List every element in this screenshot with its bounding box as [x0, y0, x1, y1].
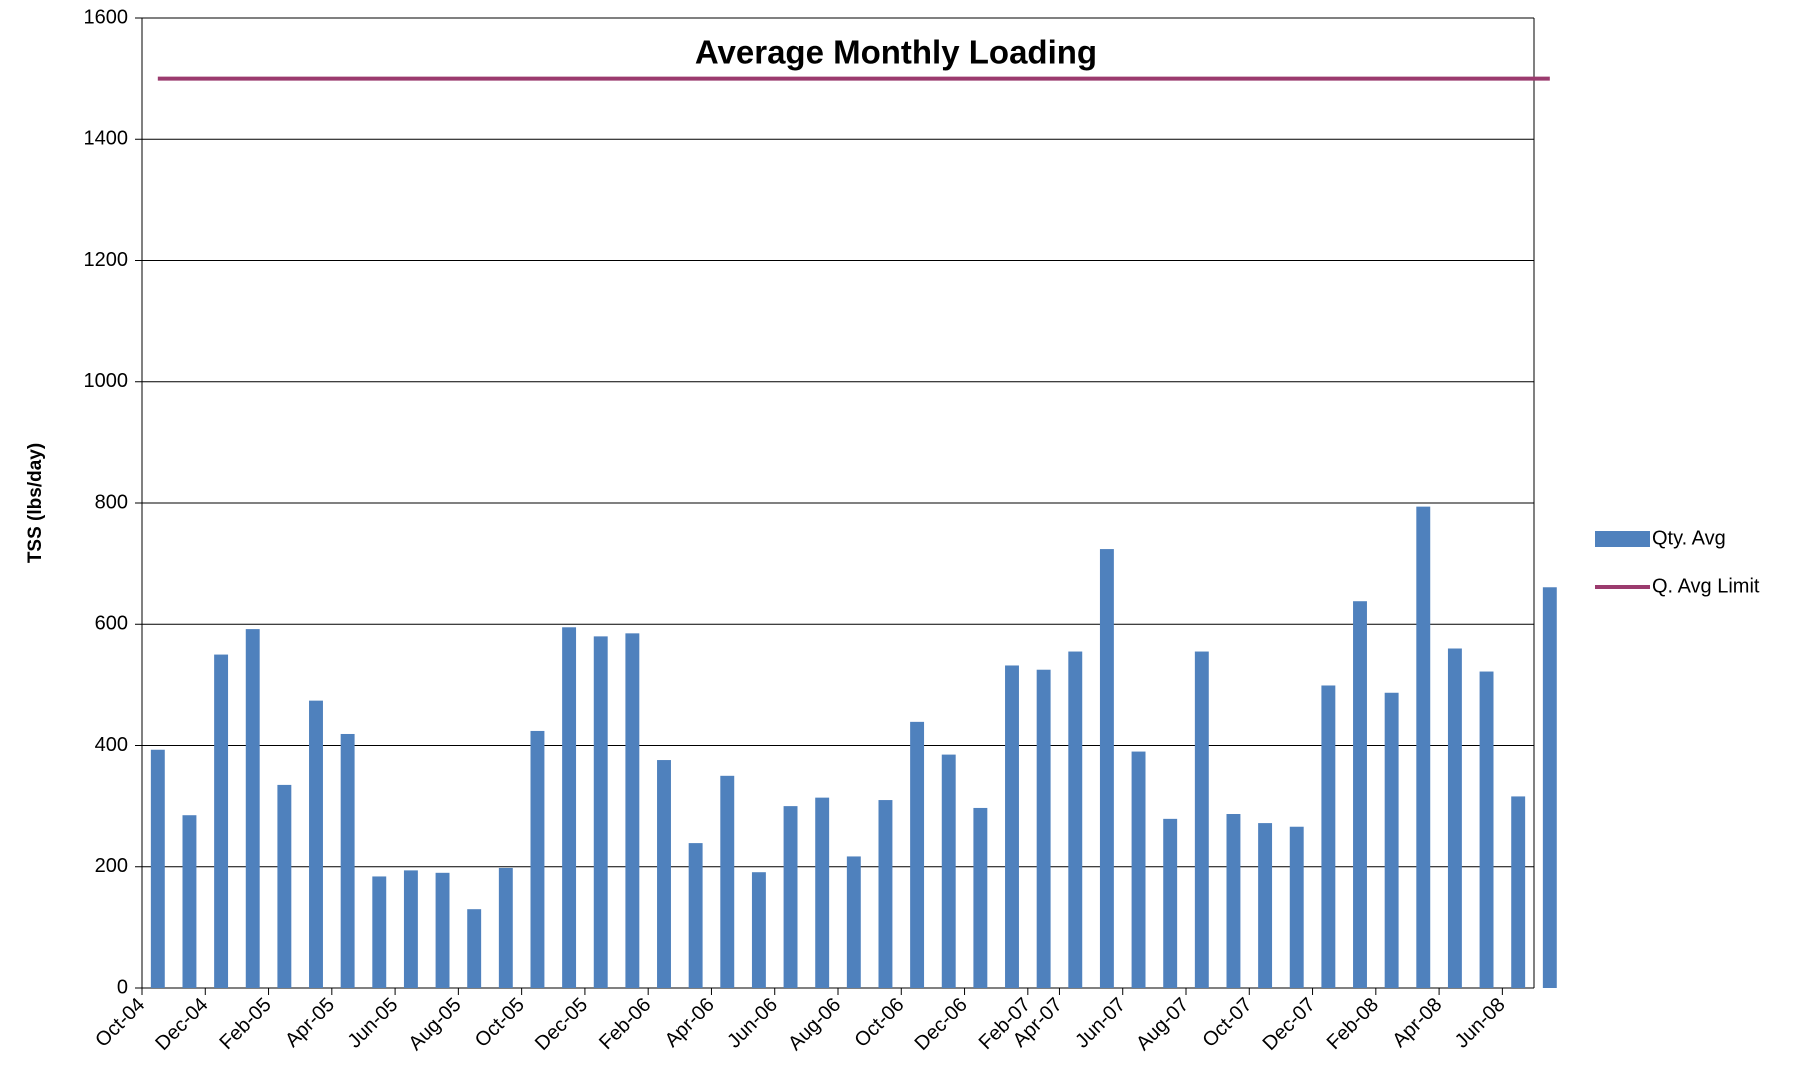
bar [1416, 506, 1431, 988]
y-tick-label: 0 [117, 976, 128, 998]
bar [1005, 665, 1019, 988]
bar [1321, 685, 1336, 988]
x-tick-label: Oct-04 [91, 994, 149, 1052]
y-tick-label: 1600 [84, 6, 129, 28]
bar [1036, 669, 1051, 988]
bar [1384, 692, 1399, 988]
x-tick-label: Jun-05 [344, 994, 403, 1053]
bar [941, 754, 956, 988]
bar [1226, 814, 1241, 988]
y-tick-label: 400 [95, 734, 128, 756]
bar [245, 629, 260, 988]
x-tick-label: Apr-05 [281, 994, 339, 1052]
legend-swatch [1595, 531, 1650, 547]
x-tick-label: Jun-07 [1071, 994, 1130, 1053]
y-tick-label: 1000 [84, 370, 129, 392]
bar [467, 909, 482, 988]
x-tick-label: Dec-07 [1259, 994, 1320, 1055]
bar [1542, 587, 1557, 988]
x-tick-label: Feb-05 [215, 994, 275, 1054]
bar [1194, 651, 1209, 988]
bar [530, 730, 545, 988]
bar [1068, 651, 1083, 988]
bar [1131, 751, 1146, 988]
bar [625, 633, 640, 988]
y-tick-label: 200 [95, 855, 128, 877]
y-tick-label: 600 [95, 613, 128, 635]
legend-label: Qty. Avg [1652, 527, 1726, 549]
x-tick-label: Dec-06 [911, 994, 972, 1055]
bar [1353, 601, 1367, 988]
bar [910, 721, 925, 988]
bar [1447, 648, 1462, 988]
bar [1163, 818, 1178, 988]
bar [340, 733, 355, 988]
bar [783, 806, 798, 988]
y-tick-label: 1200 [84, 249, 129, 271]
x-tick-label: Aug-05 [404, 994, 465, 1055]
bar [403, 870, 418, 988]
x-tick-label: Aug-06 [784, 994, 845, 1055]
bar [593, 636, 608, 988]
bar [1258, 823, 1273, 988]
x-tick-label: Dec-04 [151, 994, 212, 1055]
x-tick-label: Feb-08 [1323, 994, 1383, 1054]
bar [309, 700, 323, 988]
x-tick-label: Feb-06 [595, 994, 655, 1054]
y-tick-label: 1400 [84, 128, 129, 150]
bar [214, 654, 229, 988]
legend-label: Q. Avg Limit [1652, 575, 1760, 597]
bar [878, 800, 893, 988]
bar [150, 749, 165, 988]
y-axis-label: TSS (lbs/day) [25, 443, 46, 563]
bar [657, 760, 671, 988]
x-tick-label: Apr-08 [1388, 994, 1446, 1052]
bar [1479, 671, 1494, 988]
bar [815, 797, 830, 988]
bar [435, 872, 450, 988]
bar [277, 784, 292, 988]
bar [846, 856, 861, 988]
bar [1289, 826, 1304, 988]
x-tick-label: Jun-08 [1451, 994, 1510, 1053]
bar [688, 843, 703, 988]
bar [751, 872, 766, 988]
x-tick-label: Apr-06 [661, 994, 719, 1052]
x-tick-label: Aug-07 [1132, 994, 1193, 1055]
bar [973, 807, 988, 988]
y-tick-label: 800 [95, 491, 128, 513]
bar [562, 627, 577, 988]
chart-title: Average Monthly Loading [695, 34, 1097, 71]
bar [498, 867, 513, 988]
x-tick-label: Oct-06 [851, 994, 909, 1052]
x-tick-label: Oct-07 [1199, 994, 1257, 1052]
x-tick-label: Dec-05 [531, 994, 592, 1055]
bar [1511, 796, 1526, 988]
x-tick-label: Oct-05 [471, 994, 529, 1052]
bar [1099, 549, 1114, 988]
bar [720, 775, 735, 988]
bar [372, 876, 387, 988]
x-tick-label: Jun-06 [723, 994, 782, 1053]
bar [182, 815, 197, 988]
